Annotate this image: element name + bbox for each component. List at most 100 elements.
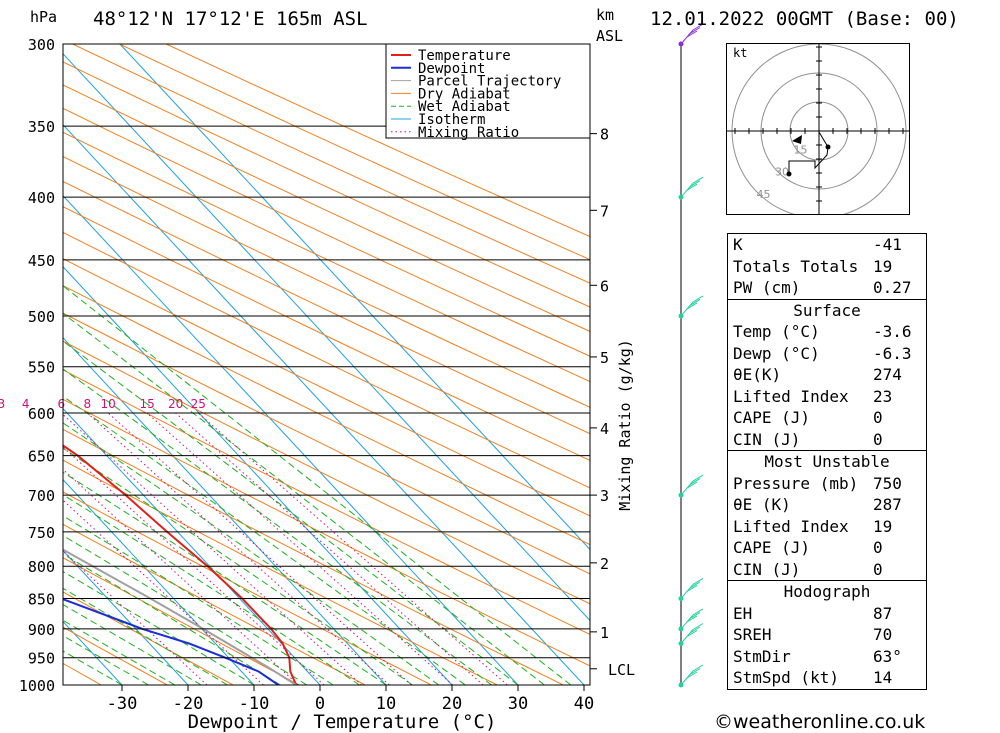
dry-adiabat-line: [63, 312, 590, 575]
mixing-ratio-label: 25: [191, 397, 206, 411]
dry-adiabat-line: [63, 61, 590, 308]
mixing-ratio-label: 3: [0, 397, 5, 411]
height-tick-label: 8: [600, 126, 609, 144]
mu-index-label: Lifted Index: [733, 516, 849, 536]
hodograph-plot: 15 30 45: [727, 44, 909, 214]
pressure-tick-label: 800: [28, 558, 55, 576]
height-unit-km: km: [596, 6, 615, 24]
hodo-index-row: StmDir 63°: [728, 646, 926, 668]
hodograph-title: Hodograph: [783, 582, 871, 601]
surface-index-label: Dewp (°C): [733, 343, 820, 363]
mu-index-value: 0: [873, 559, 883, 579]
hodograph-point: [825, 144, 831, 150]
isotherm-line: [63, 549, 189, 685]
isotherm-line: [63, 478, 255, 685]
height-tick-label: 4: [600, 420, 609, 438]
surface-index-value: 0: [873, 408, 883, 427]
wet-adiabat-line: [63, 515, 334, 685]
hodo-index-label: EH: [733, 603, 753, 623]
wet-adiabat-line: [63, 447, 413, 685]
surface-index-label: θE(K): [733, 365, 782, 384]
mixing-ratio-line: [107, 412, 412, 685]
mixing-ratio-label: 20: [168, 397, 183, 411]
x-tick-label: -20: [173, 694, 204, 714]
mu-index-row: CIN (J) 0: [728, 559, 926, 581]
x-tick-label: 20: [442, 694, 462, 714]
legend-box: [385, 43, 591, 139]
mu-index-row: θE (K) 287: [728, 494, 926, 516]
x-tick-label: 0: [315, 694, 325, 714]
hodo-index-label: StmDir: [733, 646, 791, 666]
dry-adiabat-line: [63, 523, 366, 685]
location-title: 48°12'N 17°12'E 165m ASL: [93, 8, 368, 30]
wet-adiabat-line: [63, 553, 281, 685]
wet-adiabat-line: [63, 471, 387, 685]
wet-adiabat-line: [63, 534, 308, 685]
height-tick-label: 3: [600, 487, 609, 505]
hodo-index-value: 70: [873, 625, 893, 644]
x-axis-label: Dewpoint / Temperature (°C): [188, 711, 497, 733]
hodo-index-value: 14: [873, 668, 893, 687]
parcel-trajectory-line: [63, 548, 297, 685]
height-tick-label: 6: [600, 277, 609, 295]
mixing-ratio-label: 15: [139, 397, 154, 411]
x-tick-label: 30: [508, 694, 528, 714]
credit-text: ©weatheronline.co.uk: [714, 711, 926, 733]
hodo-index-row: SREH 70: [728, 624, 926, 646]
surface-index-value: -6.3: [873, 343, 912, 363]
legend-label: Wet Adiabat: [418, 99, 511, 115]
dry-adiabat-line: [165, 44, 590, 238]
general-index-label: K: [733, 235, 743, 254]
mu-index-label: θE (K): [733, 495, 791, 514]
hodograph-indices: Hodograph EH 87 SREH 70 StmDir 63° StmSpd (kt)…: [728, 580, 926, 689]
pressure-tick-label: 900: [28, 621, 55, 639]
isotherm-line: [63, 124, 585, 685]
pressure-tick-label: 650: [28, 448, 55, 466]
wind-barb: [680, 474, 704, 496]
general-index-row: K -41: [728, 234, 926, 256]
height-tick-label: 7: [600, 202, 609, 220]
mu-index-value: 750: [873, 473, 902, 493]
wind-barb: [680, 295, 704, 317]
legend-label: Dry Adiabat: [418, 86, 511, 102]
surface-index-row: θE(K) 274: [728, 364, 926, 386]
general-index-row: Totals Totals 19: [728, 256, 926, 278]
legend-label: Mixing Ratio: [418, 125, 519, 141]
general-index-value: -41: [873, 235, 902, 254]
hodo-index-label: StmSpd (kt): [733, 668, 839, 687]
surface-index-label: Lifted Index: [733, 386, 849, 406]
hodograph-unit: kt: [733, 46, 748, 60]
isotherm-line: [119, 44, 590, 551]
mixing-ratio-line: [197, 412, 508, 685]
datetime-title: 12.01.2022 00GMT (Base: 00): [650, 8, 959, 30]
mixing-ratio-line: [175, 412, 484, 685]
pressure-tick-label: 450: [28, 252, 55, 270]
surface-index-value: 274: [873, 365, 902, 384]
most-unstable-title: Most Unstable: [764, 452, 890, 471]
pressure-tick-label: 850: [28, 590, 55, 608]
hodo-index-row: EH 87: [728, 603, 926, 625]
isotherm-line: [63, 336, 387, 685]
hodograph-ring-label: 15: [794, 143, 808, 156]
pressure-tick-label: 350: [28, 118, 55, 136]
pressure-tick-label: 400: [28, 189, 55, 207]
height-tick-label: 5: [600, 349, 609, 367]
dry-adiabat-line: [63, 340, 590, 605]
dry-adiabat-line: [72, 44, 590, 284]
isotherm-line: [63, 620, 123, 685]
dry-adiabat-line: [119, 44, 590, 261]
legend-label: Temperature: [418, 48, 511, 64]
mu-index-row: Pressure (mb) 750: [728, 473, 926, 495]
mu-index-value: 19: [873, 516, 893, 536]
height-tick-label: LCL: [608, 661, 635, 679]
mu-index-row: Lifted Index 19: [728, 516, 926, 538]
hodo-index-label: SREH: [733, 625, 772, 644]
mixing-ratio-label: 10: [101, 397, 116, 411]
general-index-label: Totals Totals: [733, 256, 859, 276]
surface-index-row: CAPE (J) 0: [728, 407, 926, 429]
surface-index-label: CIN (J): [733, 429, 801, 449]
hodograph-ring-label: 30: [775, 166, 789, 179]
right-axis-label: Mixing Ratio (g/kg): [616, 339, 634, 511]
hodo-index-value: 87: [873, 603, 893, 623]
